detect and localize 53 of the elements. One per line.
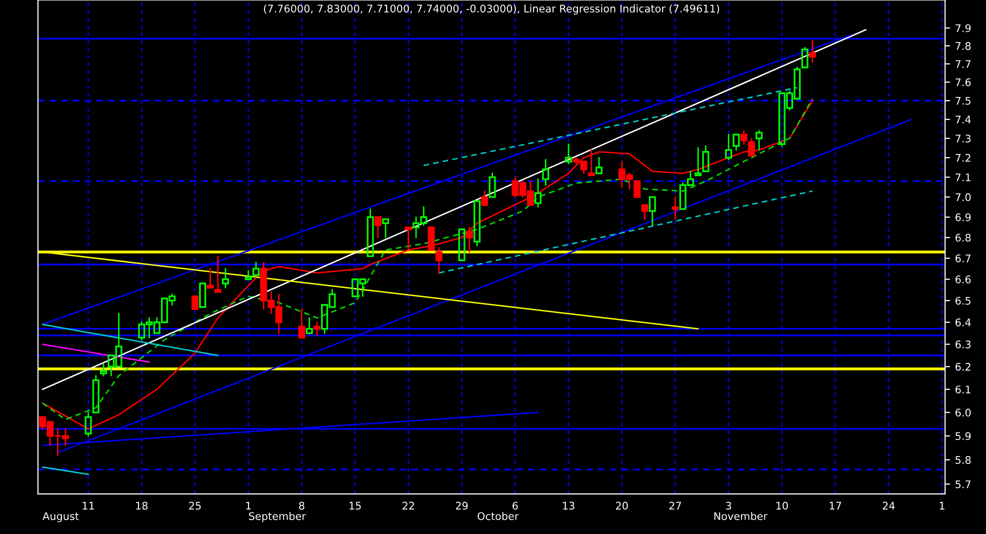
x-tick-label: 6: [512, 502, 518, 510]
y-tick-label: 5.8: [956, 456, 971, 464]
candlestick: [542, 158, 550, 186]
y-tick-label: 7.1: [956, 174, 970, 182]
candlestick: [435, 247, 442, 274]
y-tick-label: 7.7: [956, 60, 970, 68]
x-tick-label: 25: [189, 502, 201, 510]
x-tick-label: 17: [830, 502, 842, 510]
x-tick-label: 3: [726, 502, 732, 510]
candlestick: [84, 412, 92, 437]
x-tick-label: 27: [669, 502, 681, 510]
y-tick-label: 6.6: [956, 275, 971, 284]
x-tick-label: 22: [402, 502, 414, 510]
text: September: [249, 512, 306, 522]
text: October: [478, 512, 519, 520]
x-tick-label: 24: [882, 502, 895, 510]
y-tick-label: 7.8: [956, 42, 971, 50]
y-tick-label: 5.9: [956, 432, 971, 440]
x-tick-label: 18: [136, 502, 148, 510]
text: November: [714, 512, 768, 520]
x-tick-label: 15: [350, 502, 361, 510]
x-tick-label: 10: [776, 502, 788, 510]
y-tick-label: 7.9: [956, 24, 971, 32]
y-tick-label: 6.9: [956, 213, 971, 222]
y-tick-label: 7.0: [956, 193, 971, 202]
x-tick-label: 11: [82, 502, 94, 510]
y-tick-label: 7.2: [956, 154, 970, 162]
candlestick: [672, 196, 679, 220]
y-tick-label: 6.3: [956, 340, 971, 348]
text: August: [42, 512, 79, 522]
y-tick-label: 6.0: [956, 408, 971, 417]
y-tick-label: 6.8: [956, 234, 971, 242]
x-tick-label: 29: [456, 502, 468, 510]
y-tick-label: 6.2: [956, 362, 970, 371]
x-tick-label: 1: [246, 502, 251, 510]
x-tick-label: 8: [299, 502, 304, 510]
y-tick-label: 5.7: [956, 480, 970, 488]
y-tick-label: 7.3: [956, 134, 971, 142]
y-tick-label: 7.6: [956, 78, 971, 86]
y-tick-label: 6.7: [956, 254, 970, 262]
candlestick: [740, 130, 748, 145]
x-tick-label: 13: [563, 502, 574, 510]
candlestick: [466, 226, 473, 253]
candlestick: [808, 40, 816, 63]
candlestick: [756, 130, 763, 151]
x-tick-label: 1: [940, 502, 944, 510]
y-tick-label: 7.5: [956, 96, 970, 105]
y-tick-label: 6.1: [956, 386, 970, 394]
y-tick-label: 6.5: [956, 296, 970, 305]
y-tick-label: 6.4: [956, 318, 971, 326]
x-tick-label: 20: [616, 502, 628, 510]
chart-title: (7.76000, 7.83000, 7.71000, 7.74000, -0.03000), Linear Regression Indicator (7.49611): [264, 4, 720, 15]
y-tick-label: 7.4: [956, 116, 971, 124]
